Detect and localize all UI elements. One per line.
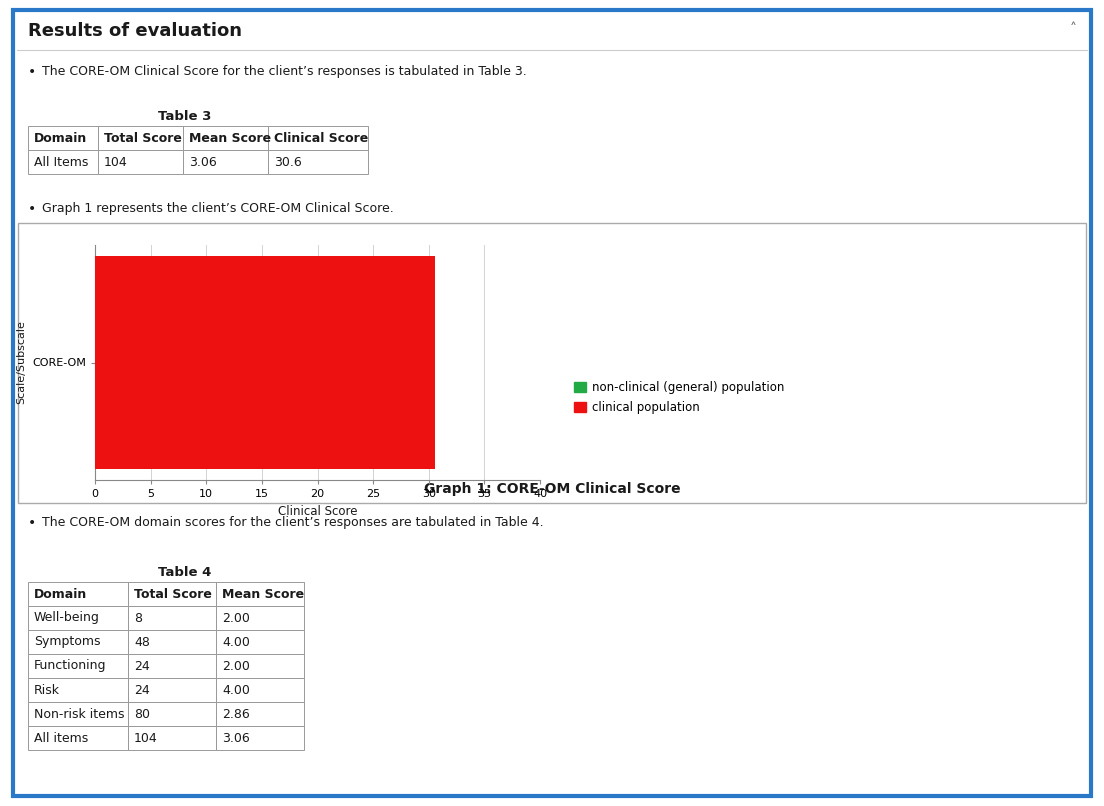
Bar [28, 726, 128, 750]
Text: The CORE-OM Clinical Score for the client’s responses is tabulated in Table 3.: The CORE-OM Clinical Score for the clien… [42, 65, 527, 78]
Legend: non-clinical (general) population, clinical population: non-clinical (general) population, clini… [574, 381, 785, 414]
Bar [98, 150, 183, 174]
Text: The CORE-OM domain scores for the client’s responses are tabulated in Table 4.: The CORE-OM domain scores for the client… [42, 516, 543, 529]
Bar [28, 126, 98, 150]
Text: 2.86: 2.86 [222, 708, 250, 721]
Text: Mean Score: Mean Score [222, 588, 304, 600]
Text: Mean Score: Mean Score [189, 131, 272, 144]
Bar [28, 606, 128, 630]
Bar [216, 606, 304, 630]
Text: •: • [28, 65, 36, 79]
Bar [18, 223, 1086, 503]
Bar [128, 726, 216, 750]
Bar [128, 702, 216, 726]
Bar [28, 702, 128, 726]
Bar [95, 256, 435, 469]
Bar [28, 582, 128, 606]
Text: 2.00: 2.00 [222, 612, 250, 625]
Text: Domain: Domain [34, 131, 87, 144]
Text: Domain: Domain [34, 588, 87, 600]
Bar [128, 606, 216, 630]
Bar [128, 654, 216, 678]
Text: Clinical Score: Clinical Score [274, 131, 369, 144]
Text: Symptoms: Symptoms [34, 635, 100, 649]
Bar [216, 726, 304, 750]
Text: 24: 24 [134, 683, 150, 696]
Bar [216, 582, 304, 606]
Text: 80: 80 [134, 708, 150, 721]
Text: 104: 104 [134, 732, 158, 745]
Text: 3.06: 3.06 [222, 732, 250, 745]
Bar [268, 126, 368, 150]
Bar [128, 582, 216, 606]
Text: 48: 48 [134, 635, 150, 649]
Text: Functioning: Functioning [34, 659, 106, 672]
Text: Graph 1: CORE-OM Clinical Score: Graph 1: CORE-OM Clinical Score [424, 482, 680, 496]
Text: •: • [28, 202, 36, 216]
Text: 4.00: 4.00 [222, 683, 250, 696]
Text: Risk: Risk [34, 683, 60, 696]
Text: All Items: All Items [34, 156, 88, 168]
Text: 4.00: 4.00 [222, 635, 250, 649]
Bar [216, 702, 304, 726]
Text: •: • [28, 516, 36, 530]
X-axis label: Clinical Score: Clinical Score [278, 505, 358, 517]
Text: Table 3: Table 3 [158, 110, 212, 123]
Text: Total Score: Total Score [104, 131, 182, 144]
Text: 104: 104 [104, 156, 128, 168]
Text: 3.06: 3.06 [189, 156, 216, 168]
Text: Non-risk items: Non-risk items [34, 708, 125, 721]
Text: Total Score: Total Score [134, 588, 212, 600]
Text: 24: 24 [134, 659, 150, 672]
Bar [183, 126, 268, 150]
Bar [98, 126, 183, 150]
Text: Well-being: Well-being [34, 612, 99, 625]
Bar [28, 150, 98, 174]
Bar [28, 678, 128, 702]
Bar [28, 654, 128, 678]
Text: 2.00: 2.00 [222, 659, 250, 672]
Bar [183, 150, 268, 174]
Text: 30.6: 30.6 [274, 156, 301, 168]
Text: Table 4: Table 4 [158, 566, 212, 579]
Text: Results of evaluation: Results of evaluation [28, 22, 242, 40]
Bar [28, 630, 128, 654]
Bar [216, 678, 304, 702]
Text: 8: 8 [134, 612, 142, 625]
Y-axis label: Scale/Subscale: Scale/Subscale [17, 321, 26, 405]
Text: ˄: ˄ [1070, 22, 1078, 36]
Text: All items: All items [34, 732, 88, 745]
Bar [268, 150, 368, 174]
Bar [128, 678, 216, 702]
Bar [216, 630, 304, 654]
Text: Graph 1 represents the client’s CORE-OM Clinical Score.: Graph 1 represents the client’s CORE-OM … [42, 202, 394, 215]
Bar [216, 654, 304, 678]
Bar [128, 630, 216, 654]
